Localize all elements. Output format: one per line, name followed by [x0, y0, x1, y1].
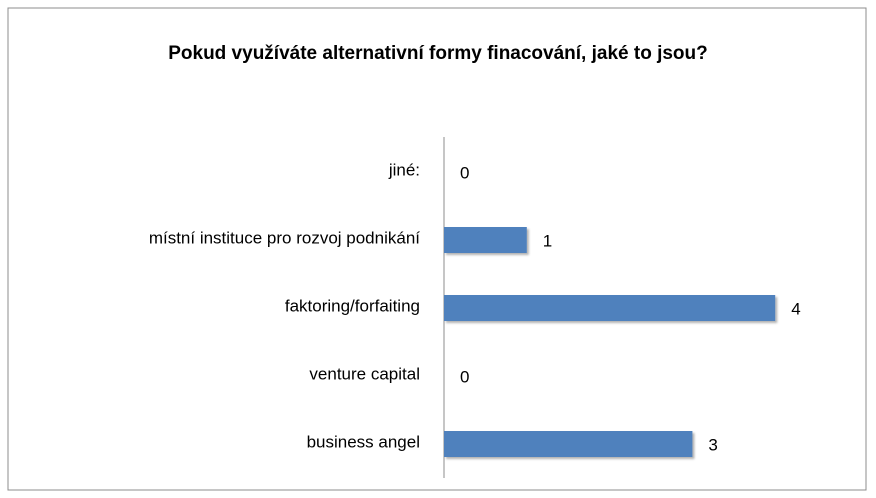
y-tick-label: místní instituce pro rozvoj podnikání: [149, 228, 420, 247]
y-tick-label: jiné:: [388, 160, 420, 179]
data-label: 4: [791, 299, 800, 318]
bar: [444, 227, 527, 253]
bar: [444, 431, 693, 457]
y-tick-label: venture capital: [309, 364, 420, 383]
data-label: 0: [460, 367, 469, 386]
chart-border: [7, 7, 867, 491]
bar: [444, 295, 776, 321]
chart-title: Pokud využíváte alternativní formy finac…: [168, 43, 708, 64]
data-label: 1: [543, 231, 552, 250]
data-label: 0: [460, 163, 469, 182]
data-label: 3: [708, 435, 717, 454]
y-tick-label: business angel: [307, 432, 420, 451]
y-tick-label: faktoring/forfaiting: [285, 296, 420, 315]
